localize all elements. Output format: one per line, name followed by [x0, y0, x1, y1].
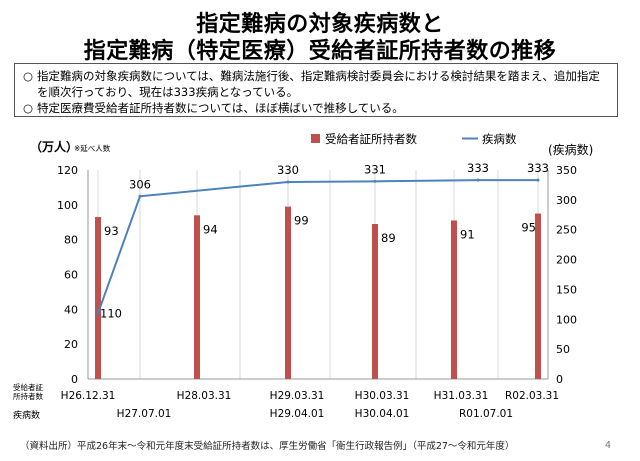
y-right-tick-label: 150	[556, 283, 577, 296]
legend-bar-label: 受給者証所持者数	[325, 132, 417, 146]
bar-H30.03.31	[372, 223, 378, 379]
summary-note-box: ○ 指定難病の対象疾病数については、難病法施行後、指定難病検討委員会における検討結…	[14, 63, 618, 117]
bar-row-label: 受給者証	[13, 382, 43, 392]
x-date-label-bar: H28.03.31	[177, 390, 232, 402]
x-date-label-line: H30.04.01	[355, 408, 410, 420]
note-1-bullet: ○	[23, 69, 34, 83]
line-point-R01.07.01	[476, 178, 480, 182]
x-date-label-bar: H26.12.31	[61, 390, 116, 402]
y-left-tick-label: 0	[71, 373, 78, 386]
line-value-label: 331	[364, 162, 386, 176]
bar-R02.03.31	[535, 213, 541, 379]
line-point-H30.04.01	[373, 179, 377, 183]
note-2-bullet: ○	[23, 101, 34, 115]
bar-H26.12.31	[95, 217, 101, 379]
y-left-axis-label: （万人）	[30, 139, 78, 154]
y-left-tick-label: 80	[64, 234, 78, 247]
y-left-tick-label: 60	[64, 269, 78, 282]
y-right-tick-label: 50	[556, 343, 570, 356]
bar-H29.03.31	[285, 206, 291, 379]
x-date-label-line: R01.07.01	[459, 408, 513, 420]
y-right-axis-label: (疾病数)	[548, 142, 593, 157]
note-2-text: 特定医療費受給者証所持者数については、ほぼ横ばいで推移している。	[37, 101, 404, 115]
line-point-H26.12.31	[96, 311, 100, 315]
bar-H31.03.31	[451, 220, 457, 379]
note-1-text: 指定難病の対象疾病数については、難病法施行後、指定難病検討委員会における検討結果…	[37, 69, 600, 99]
y-right-tick-label: 0	[556, 373, 563, 386]
y-right-tick-label: 100	[556, 313, 577, 326]
x-date-label-line: H27.07.01	[117, 408, 172, 420]
y-left-tick-label: 120	[57, 164, 78, 177]
line-point-H29.04.01	[286, 180, 290, 184]
page-number: 4	[605, 440, 612, 451]
source-footnote: （資料出所）平成26年末～令和元年度末受給証所持者数は、厚生労働省「衛生行政報告…	[20, 441, 515, 452]
x-date-label-bar: R02.03.31	[505, 390, 559, 402]
y-left-tick-label: 20	[64, 338, 78, 351]
line-value-label: 333	[467, 161, 489, 175]
x-date-label-bar: H31.03.31	[434, 390, 489, 402]
y-right-tick-label: 300	[556, 194, 577, 207]
line-value-label: 330	[277, 163, 299, 177]
line-value-label: 306	[129, 177, 151, 191]
legend-bar-swatch	[311, 134, 320, 143]
line-value-label: 110	[100, 306, 122, 320]
x-date-label-bar: H30.03.31	[355, 390, 410, 402]
bar-value-label: 91	[460, 228, 475, 242]
line-row-label: 疾病数	[13, 409, 40, 421]
bar-value-label: 93	[104, 224, 119, 238]
bar-value-label: 95	[521, 221, 536, 235]
chart-title-line1: 指定難病の対象疾病数と	[196, 12, 444, 37]
bar-value-label: 99	[294, 214, 309, 228]
line-series-disease-count	[97, 179, 538, 314]
y-right-tick-label: 250	[556, 224, 577, 237]
line-value-label: 333	[527, 161, 549, 175]
bar-value-label: 89	[381, 231, 396, 245]
note-1: ○ 指定難病の対象疾病数については、難病法施行後、指定難病検討委員会における検討結…	[23, 68, 609, 100]
y-right-tick-label: 200	[556, 254, 577, 267]
bar-row-label: 所持者数	[13, 391, 43, 401]
legend-line-label: 疾病数	[482, 132, 517, 146]
bar-H28.03.31	[194, 215, 200, 379]
chart-title-line2: 指定難病（特定医療）受給者証所持者数の推移	[83, 39, 557, 64]
bar-value-label: 94	[203, 222, 218, 236]
y-left-tick-label: 100	[57, 199, 78, 212]
y-left-tick-label: 40	[64, 303, 78, 316]
y-right-tick-label: 350	[556, 164, 577, 177]
chart-area: 0 20 40 60 80 100 120 0 50 100 150 200 250 300 350 （万人）…	[13, 132, 593, 421]
line-point-H27.07.01	[138, 194, 142, 198]
note-2: ○ 特定医療費受給者証所持者数については、ほぼ横ばいで推移している。	[23, 100, 609, 116]
y-left-axis-note: ※延べ人数	[74, 143, 111, 153]
x-date-label-bar: H29.03.31	[270, 390, 325, 402]
line-point-R02.03.31	[536, 178, 540, 182]
x-date-label-line: H29.04.01	[270, 408, 325, 420]
